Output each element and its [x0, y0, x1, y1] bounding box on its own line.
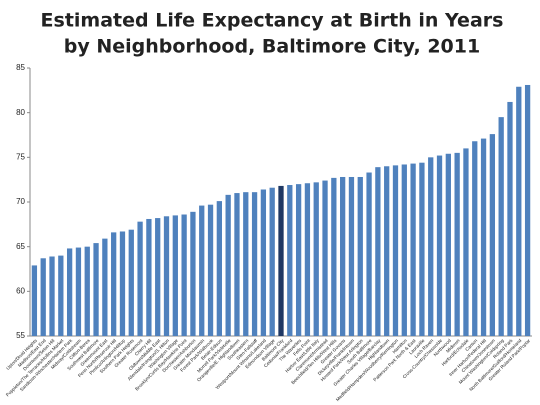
y-tick-label: 60 [16, 286, 25, 295]
bar [111, 232, 117, 336]
bar [58, 255, 64, 336]
bar [480, 138, 487, 336]
bar [340, 176, 346, 336]
bar [243, 192, 249, 336]
bar [489, 134, 496, 336]
bar [49, 256, 55, 336]
bar [260, 189, 267, 336]
bar [163, 216, 170, 336]
bar [216, 201, 222, 336]
bar [472, 141, 478, 336]
bar [84, 246, 90, 336]
y-tick-label: 75 [16, 152, 25, 161]
bar [384, 166, 390, 336]
bar [128, 229, 134, 336]
bar [419, 162, 425, 336]
bar [172, 215, 178, 336]
bar [119, 231, 126, 336]
bar [225, 194, 231, 336]
y-tick-label: 65 [16, 242, 25, 251]
bar [75, 247, 82, 336]
y-tick-label: 55 [16, 331, 25, 340]
bar [366, 172, 372, 336]
bar [146, 218, 152, 336]
bar [295, 184, 302, 336]
bar [410, 163, 416, 336]
bar [454, 152, 460, 336]
bar [436, 155, 443, 336]
bar [190, 211, 196, 336]
bar [357, 176, 363, 336]
bar [375, 167, 381, 336]
bar [428, 157, 434, 336]
bar [155, 218, 161, 336]
bar [199, 205, 205, 336]
bar [463, 148, 469, 336]
bar [207, 204, 214, 336]
bar [234, 193, 240, 336]
y-tick-label: 85 [16, 63, 25, 72]
bar [102, 238, 108, 336]
bar [287, 185, 293, 336]
bar [524, 84, 531, 337]
y-tick-label: 80 [16, 108, 25, 117]
bar [498, 117, 504, 336]
bar [181, 214, 187, 336]
bar [278, 185, 284, 336]
y-tick-label: 70 [16, 197, 25, 206]
bar [348, 176, 355, 336]
bar [507, 101, 513, 337]
bar [66, 248, 73, 336]
bar [392, 165, 399, 336]
bar [331, 177, 337, 336]
bar [516, 86, 522, 336]
bar [137, 221, 143, 336]
bar [251, 192, 258, 336]
bar [269, 187, 275, 336]
bar [401, 164, 407, 336]
bar [304, 183, 311, 336]
bar [322, 180, 328, 336]
bar [31, 265, 38, 336]
bar [93, 243, 99, 336]
chart-title: Estimated Life Expectancy at Birth in Ye… [41, 10, 504, 32]
chart-title: by Neighborhood, Baltimore City, 2011 [64, 36, 480, 58]
bar [313, 182, 319, 336]
bar [445, 153, 451, 336]
bar [40, 258, 46, 336]
